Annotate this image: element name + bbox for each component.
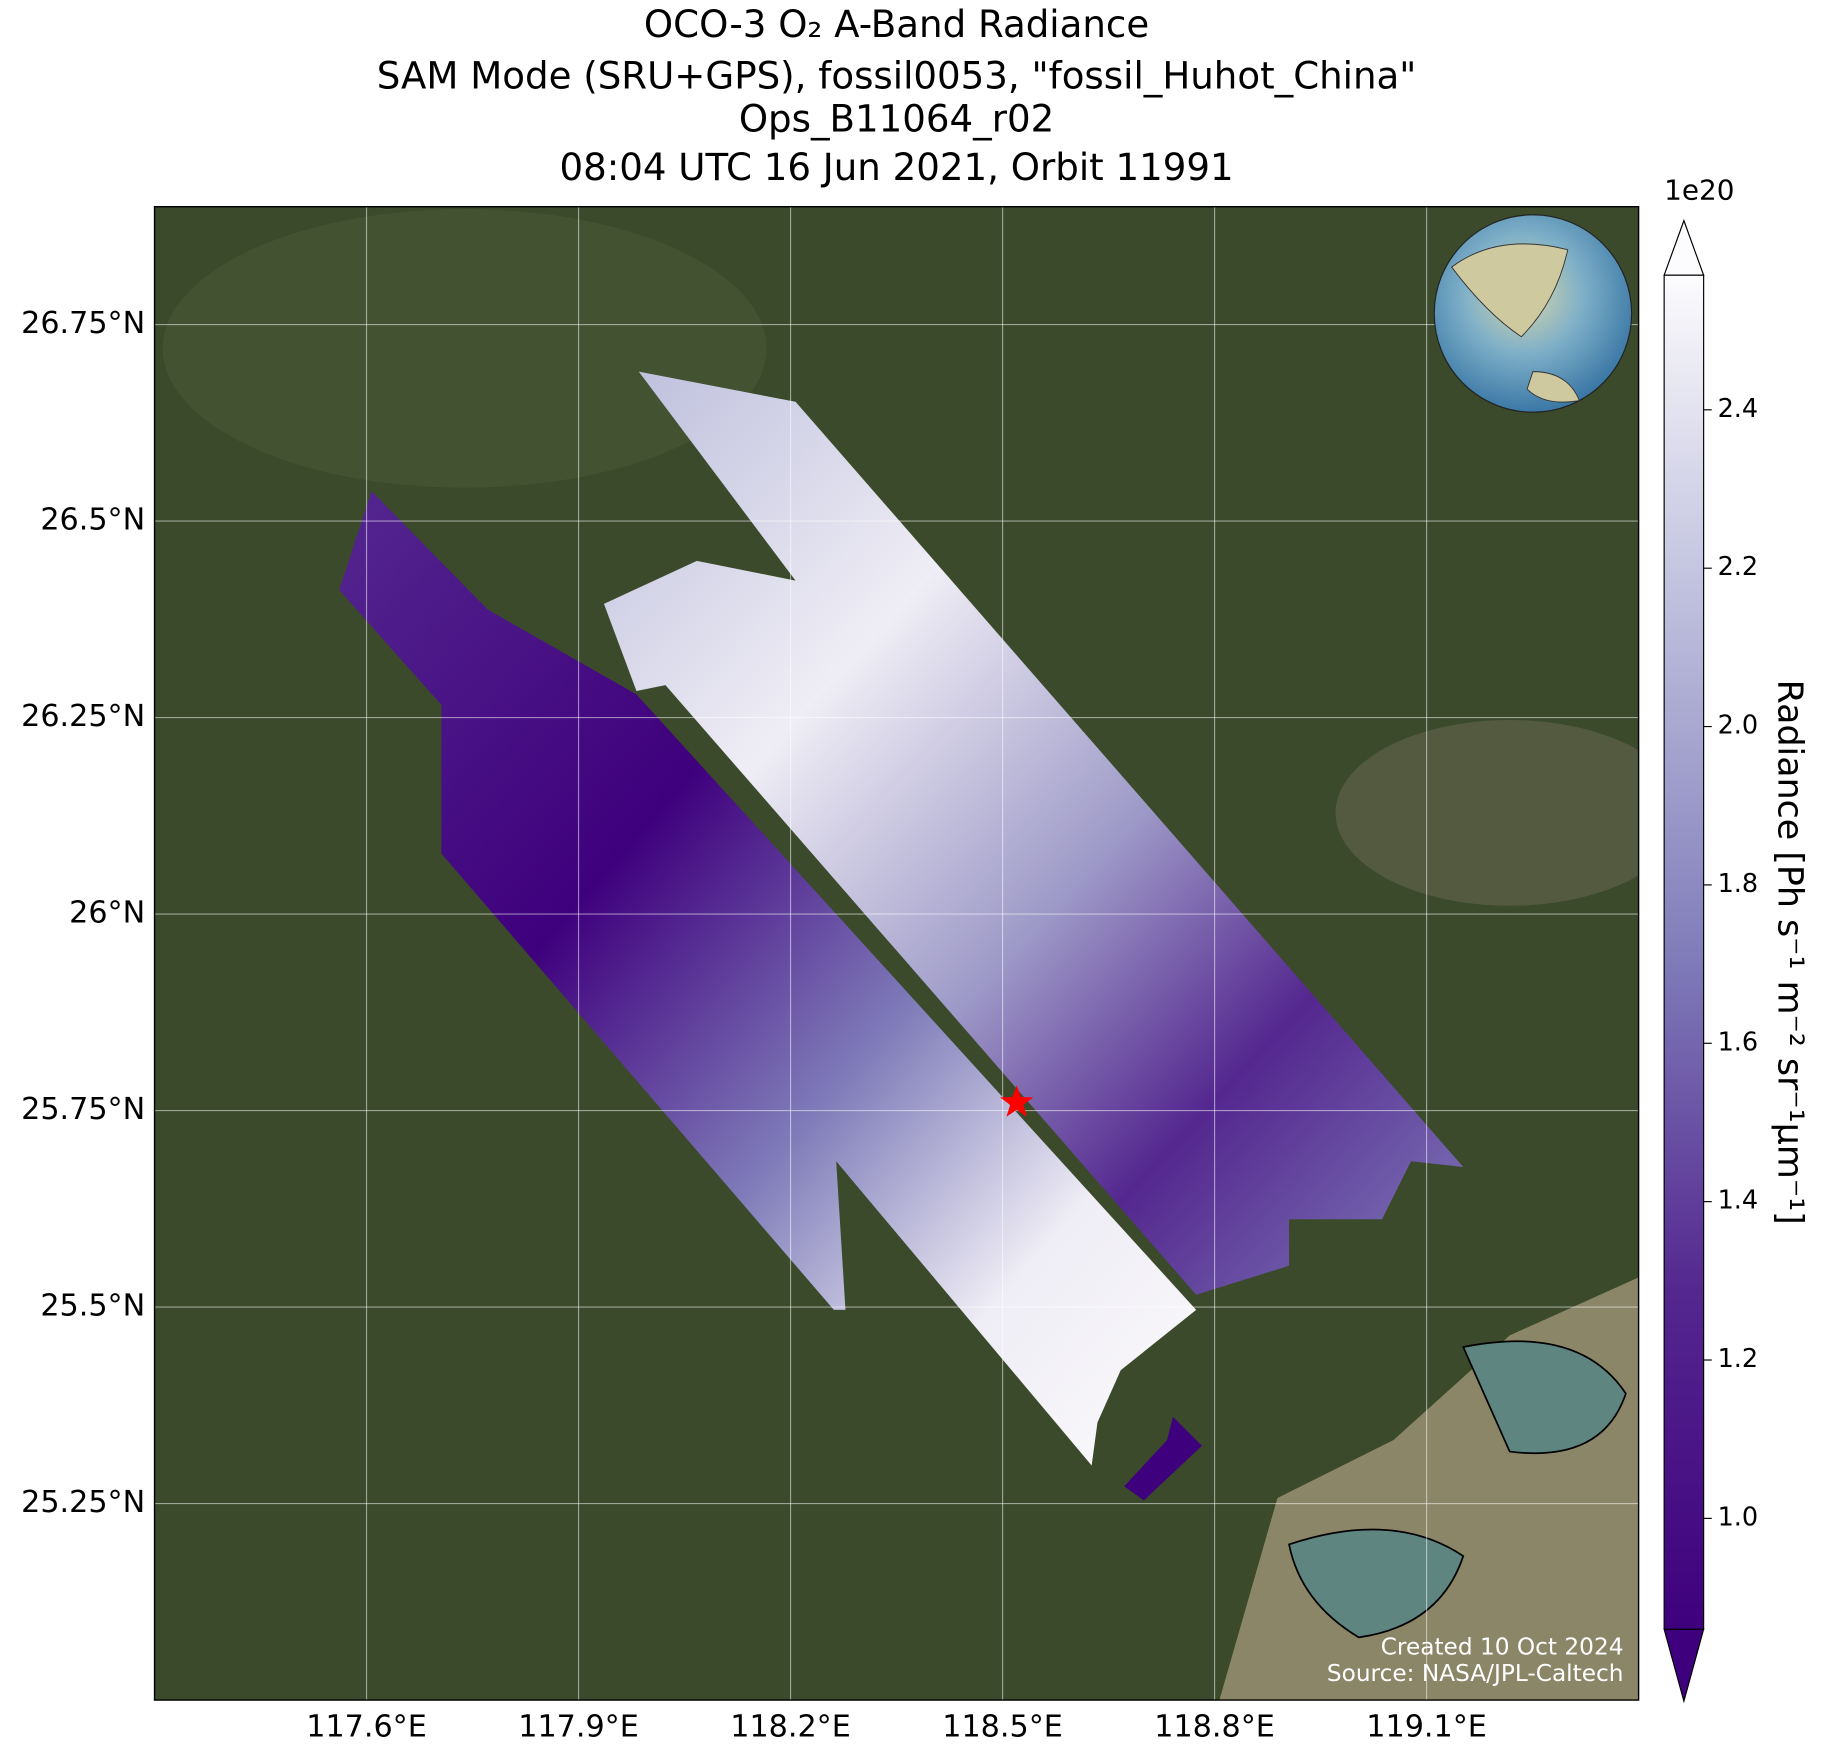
title-line: OCO-3 O₂ A-Band Radiance [644,3,1149,46]
x-tick-label: 118.8°E [1154,1709,1275,1744]
credit: Source: NASA/JPL-Caltech [1327,1660,1624,1687]
y-tick-label: 25.25°N [21,1485,145,1520]
terrain [162,209,767,488]
title: OCO-3 O₂ A-Band Radiance SAM Mode (SRU+G… [377,3,1417,189]
credit: Created 10 Oct 2024 [1381,1633,1624,1660]
title-line: Ops_B11064_r02 [739,97,1054,140]
title-line: SAM Mode (SRU+GPS), fossil0053, "fossil_… [377,54,1417,97]
y-tick-label: 26.25°N [21,699,145,734]
swath [603,371,1464,1295]
colorbar: 1.0 1.2 1.4 1.6 1.8 2.0 2.2 2.4 [1663,218,1759,1704]
colorbar-extend [1663,218,1705,276]
swath [339,491,1197,1466]
x-tick-label: 119.1°E [1366,1709,1487,1744]
colorbar-label: Radiance [Ph s⁻¹ m⁻² sr⁻¹μm⁻¹] [1769,680,1809,1225]
terrain [1335,720,1639,906]
y-tick-label: 26.75°N [21,306,145,341]
x-tick-label: 118.2°E [730,1709,851,1744]
map-frame [153,206,1640,1701]
colorbar-tick-label: 1.2 [1718,1344,1759,1374]
y-tick-label: 26.5°N [40,503,145,538]
y-tick-label: 26°N [69,896,145,931]
grid [154,206,1639,1701]
colorbar-tick-label: 1.6 [1718,1027,1759,1057]
title-line: 08:04 UTC 16 Jun 2021, Orbit 11991 [559,146,1233,189]
site-marker [1000,1085,1034,1117]
colorbar-extend [1663,1628,1705,1704]
x-tick-label: 117.9°E [518,1709,639,1744]
colorbar-ramp [1663,274,1705,1630]
colorbar-tick-label: 1.8 [1718,869,1759,899]
colorbar-tick-label: 1.0 [1718,1502,1759,1532]
y-tick-label: 25.5°N [40,1289,145,1324]
colorbar-tick-label: 2.4 [1718,394,1759,424]
map: Created 10 Oct 2024 Source: NASA/JPL-Cal… [154,206,1639,1701]
x-tick-label: 118.5°E [942,1709,1063,1744]
y-tick-label: 25.75°N [21,1092,145,1127]
colorbar-exponent: 1e20 [1664,174,1734,207]
colorbar-tick-label: 1.4 [1718,1186,1759,1216]
inset-land [1450,243,1581,403]
swath [1124,1416,1202,1501]
water [1288,1340,1627,1639]
x-tick-label: 117.6°E [306,1709,427,1744]
colorbar-tick-label: 2.0 [1718,711,1759,741]
colorbar-tick-label: 2.2 [1718,552,1759,582]
